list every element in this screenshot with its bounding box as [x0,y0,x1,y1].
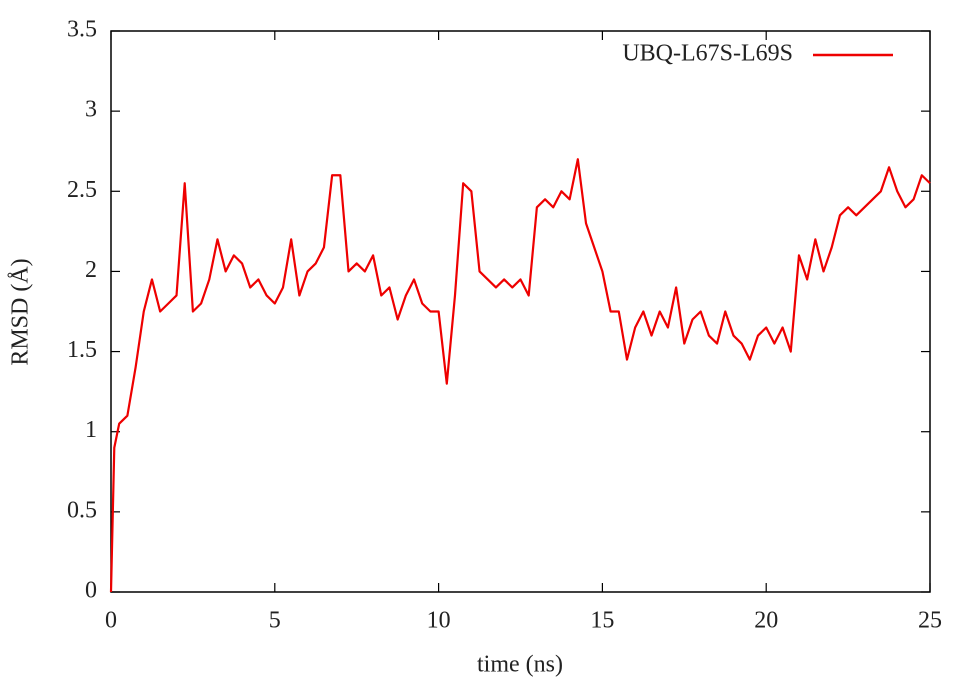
plot-frame [110,30,931,593]
x-tick-label: 10 [427,608,451,634]
y-tick-label: 0 [85,578,97,604]
y-tick-label: 0.5 [67,497,97,523]
y-tick-label: 2.5 [67,177,97,203]
legend-label: UBQ-L67S-L69S [622,41,793,67]
data-line [109,158,931,593]
y-tick-label: 3 [85,97,97,123]
y-tick-label: 3.5 [67,17,97,43]
x-tick-label: 25 [918,608,942,634]
y-axis-label: RMSD (Å) [8,258,34,365]
x-tick-label: 15 [590,608,614,634]
y-tick-label: 1 [85,417,97,443]
x-tick-label: 0 [105,608,117,634]
y-tick-label: 1.5 [67,337,97,363]
x-tick-label: 5 [269,608,281,634]
x-axis-label: time (ns) [477,652,563,678]
y-tick-label: 2 [85,257,97,283]
x-tick-label: 20 [754,608,778,634]
